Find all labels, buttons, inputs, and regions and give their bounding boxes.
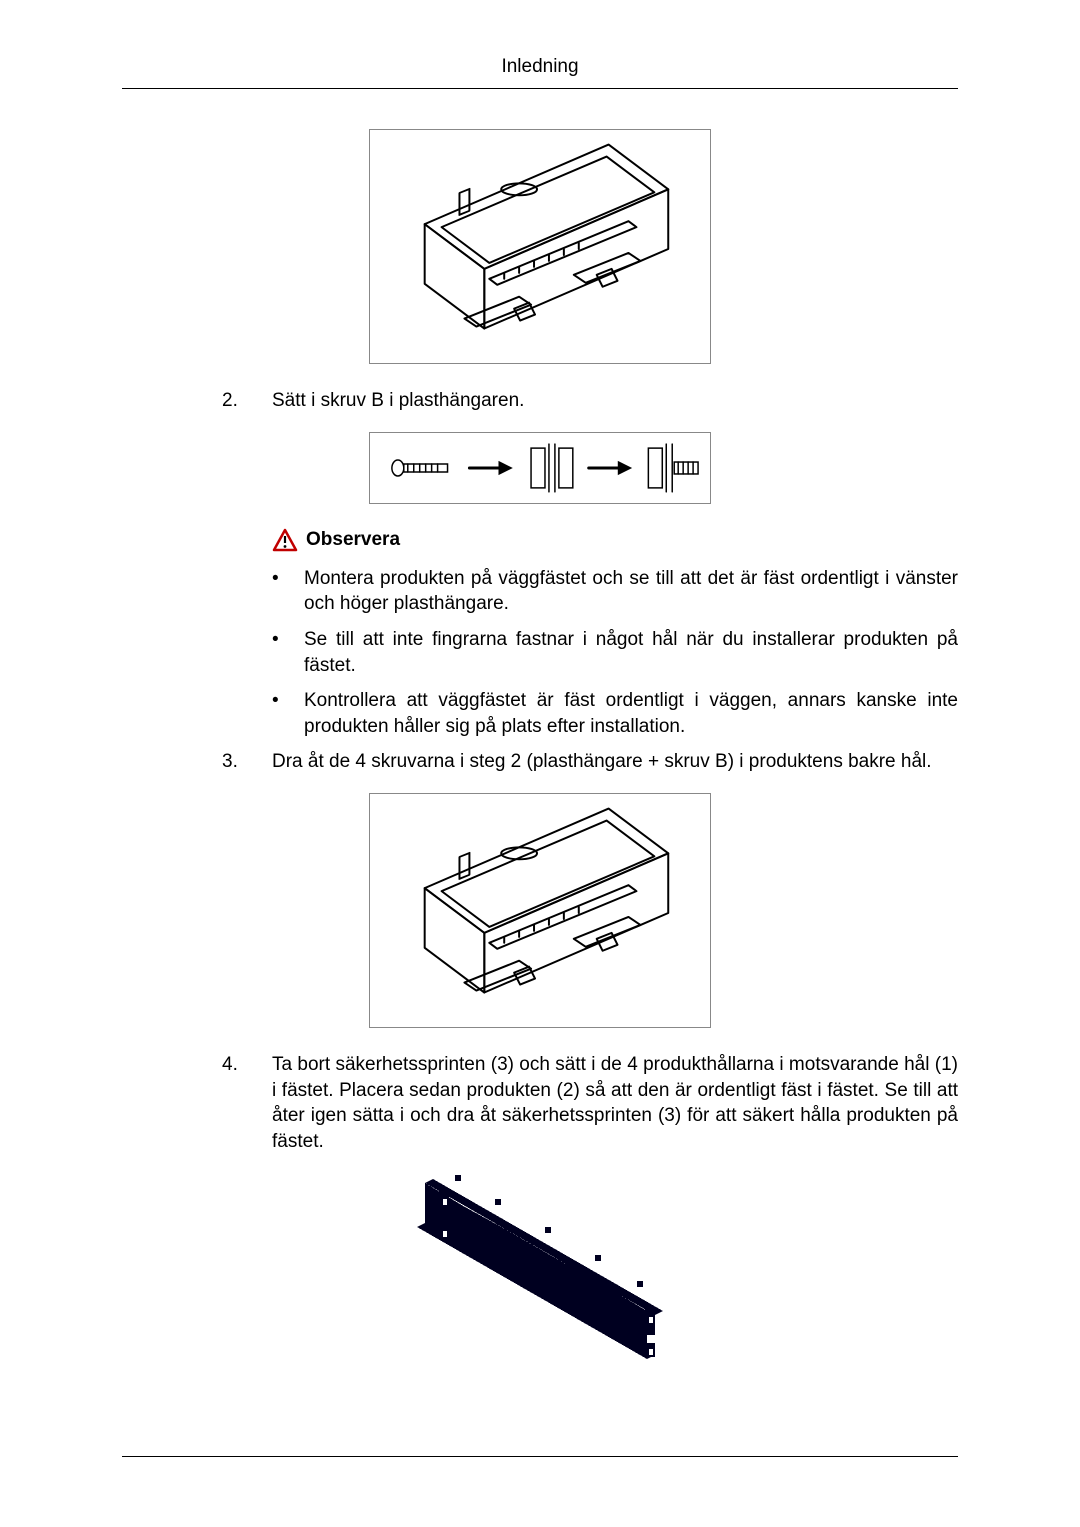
step-2-number: 2.: [222, 388, 246, 414]
bullet-dot-icon: •: [272, 566, 284, 617]
step-2: 2. Sätt i skruv B i plasthängaren.: [222, 388, 958, 414]
step-4: 4. Ta bort säkerhetssprinten (3) och sät…: [222, 1052, 958, 1155]
step-3-number: 3.: [222, 749, 246, 775]
warning-bullet-1: • Montera produkten på väggfästet och se…: [272, 566, 958, 617]
tv-back-diagram-icon: [370, 129, 710, 364]
warning-bullet-2: • Se till att inte fingrarna fastnar i n…: [272, 627, 958, 678]
header-rule: [122, 88, 958, 89]
warning-bullet-3: • Kontrollera att väggfästet är fäst ord…: [272, 688, 958, 739]
figure-4-box: [395, 1165, 685, 1375]
footer-rule: [122, 1456, 958, 1457]
warning-bullet-1-text: Montera produkten på väggfästet och se t…: [304, 566, 958, 617]
warning-bullet-2-text: Se till att inte fingrarna fastnar i någ…: [304, 627, 958, 678]
wall-bracket-rail-icon: [395, 1165, 685, 1375]
figure-3: [122, 793, 958, 1028]
bullet-dot-icon: •: [272, 688, 284, 739]
page-title: Inledning: [122, 56, 958, 88]
page: Inledning: [0, 0, 1080, 1439]
step-4-number: 4.: [222, 1052, 246, 1155]
step-4-text: Ta bort säkerhetssprinten (3) och sätt i…: [272, 1052, 958, 1155]
figure-1-box: [369, 129, 711, 364]
warning-triangle-icon: [272, 528, 298, 552]
tv-back-diagram-icon: [370, 793, 710, 1028]
step-2-text: Sätt i skruv B i plasthängaren.: [272, 388, 958, 414]
figure-1: [122, 129, 958, 364]
warning-heading: Observera: [272, 528, 958, 552]
figure-2: [122, 432, 958, 504]
figure-4: [122, 1165, 958, 1375]
warning-bullet-3-text: Kontrollera att väggfästet är fäst orden…: [304, 688, 958, 739]
step-3-text: Dra åt de 4 skruvarna i steg 2 (plasthän…: [272, 749, 958, 775]
figure-2-box: [369, 432, 711, 504]
bullet-dot-icon: •: [272, 627, 284, 678]
figure-3-box: [369, 793, 711, 1028]
step-3: 3. Dra åt de 4 skruvarna i steg 2 (plast…: [222, 749, 958, 775]
warning-label: Observera: [306, 529, 400, 551]
screw-assembly-icon: [370, 432, 710, 504]
